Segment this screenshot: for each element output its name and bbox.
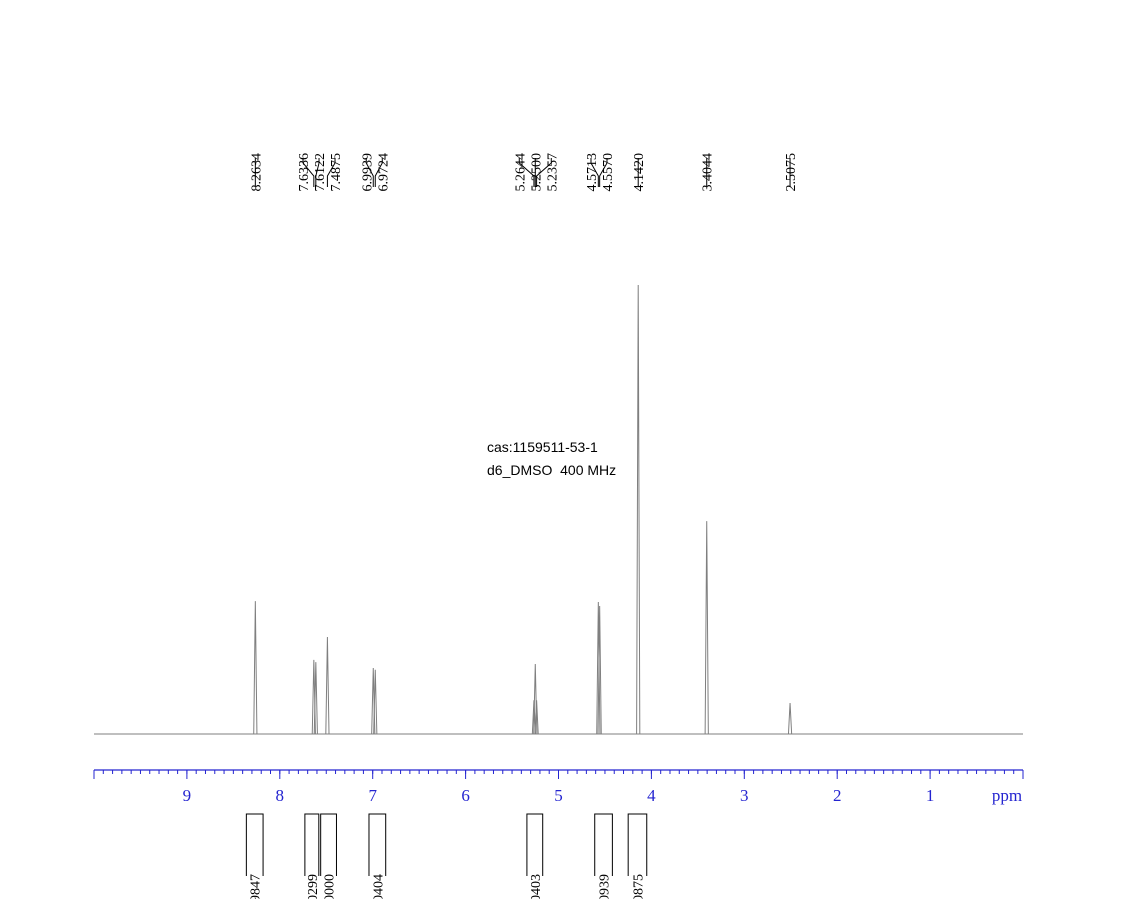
peak — [704, 521, 709, 735]
annotation: d6_DMSO 400 MHz — [487, 462, 616, 478]
x-tick-label: 3 — [740, 786, 749, 805]
peak-label: 5.2500 — [529, 153, 544, 192]
peak-leader — [374, 158, 383, 187]
peak-label: 4.1420 — [632, 153, 647, 192]
integral-label: 2.0939 — [598, 874, 613, 899]
peak-leader — [518, 158, 535, 187]
peak — [597, 606, 602, 735]
peak-label: 3.4044 — [701, 153, 716, 192]
peak — [787, 702, 793, 735]
peak-label: 2.5075 — [784, 153, 799, 192]
peak-label: 8.2634 — [249, 153, 264, 192]
peak — [531, 700, 537, 735]
peak-label: 7.6122 — [313, 153, 328, 192]
integral-label: 0.9847 — [249, 874, 264, 899]
peak-label: 6.9724 — [376, 153, 391, 192]
peak-leader — [590, 158, 599, 187]
peak — [313, 662, 318, 735]
integral-bracket — [245, 813, 264, 876]
peak-label: 6.9939 — [360, 153, 375, 192]
integral-bracket — [304, 813, 320, 876]
x-tick-label: 5 — [554, 786, 563, 805]
peak — [325, 637, 330, 735]
integral-label: 3.0875 — [631, 874, 646, 899]
integral-label: 1.0299 — [306, 874, 321, 899]
integral-label: 1.0403 — [529, 874, 544, 899]
peak — [373, 669, 378, 735]
integral-label: 1.0404 — [371, 874, 386, 899]
peak-label: 7.4875 — [329, 153, 344, 192]
peak-leader — [536, 158, 552, 187]
peak-leader — [599, 158, 608, 187]
integral-label: 1.0000 — [323, 874, 338, 899]
peak-leader — [315, 158, 320, 187]
peak-leader — [326, 158, 336, 187]
integral-bracket — [627, 813, 648, 876]
peak-leader — [302, 158, 315, 187]
peak-label: 5.2357 — [545, 153, 560, 192]
integral-bracket — [526, 813, 544, 876]
x-tick-label: 6 — [461, 786, 470, 805]
x-axis-label: ppm — [992, 786, 1022, 805]
annotation: cas:1159511-53-1 — [487, 439, 598, 455]
integral-bracket — [368, 813, 387, 876]
x-tick-label: 9 — [183, 786, 192, 805]
peak — [636, 284, 641, 735]
peak-label: 7.6336 — [297, 153, 312, 192]
integral-bracket — [594, 813, 613, 876]
x-tick-label: 7 — [368, 786, 377, 805]
x-tick-label: 8 — [276, 786, 285, 805]
peak — [534, 700, 539, 735]
x-tick-label: 1 — [926, 786, 935, 805]
x-tick-label: 2 — [833, 786, 842, 805]
peak-label: 4.5570 — [601, 153, 616, 192]
peak-label: 4.5713 — [585, 153, 600, 192]
peak-label: 5.2644 — [513, 153, 528, 192]
peak — [253, 601, 258, 735]
peak-leader — [365, 158, 374, 187]
peak — [596, 601, 601, 735]
integral-bracket — [320, 813, 337, 876]
x-tick-label: 4 — [647, 786, 656, 805]
